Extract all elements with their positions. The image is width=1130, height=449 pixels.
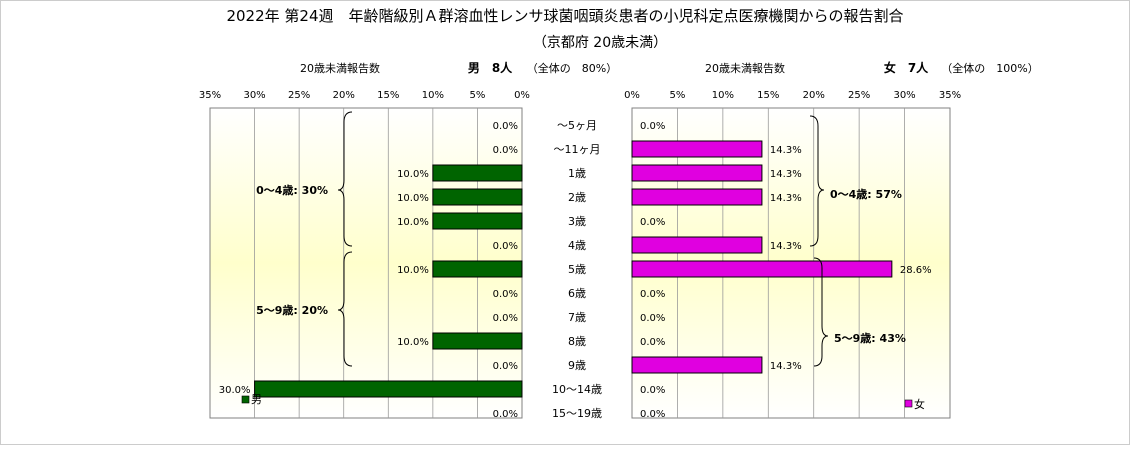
female-value-label: 14.3% — [770, 193, 802, 204]
age-label: ～5ヶ月 — [557, 119, 597, 132]
male-value-label: 0.0% — [493, 121, 518, 132]
age-label: 2歳 — [568, 191, 586, 204]
female-value-label: 14.3% — [770, 145, 802, 156]
male-bar — [254, 380, 523, 398]
right-tick-label: 25% — [848, 90, 870, 101]
chart-title: 2022年 第24週 年齢階級別Ａ群溶血性レンサ球菌咽頭炎患者の小児科定点医療機… — [226, 7, 903, 25]
female-value-label: 0.0% — [640, 217, 665, 228]
right-bars — [631, 140, 893, 374]
male-bar — [432, 332, 523, 350]
male-bar — [432, 260, 523, 278]
right-header-note: （全体の 100%） — [941, 61, 1038, 75]
left-tick-label: 25% — [288, 90, 310, 101]
male-value-label: 0.0% — [493, 145, 518, 156]
chart-subtitle: （京都府 20歳未満） — [533, 35, 667, 51]
female-bar — [631, 188, 763, 206]
female-value-label: 28.6% — [900, 265, 932, 276]
male-value-label: 30.0% — [219, 385, 251, 396]
male-value-label: 10.0% — [397, 217, 429, 228]
left-brace-5-9 — [337, 251, 353, 367]
age-label: 8歳 — [568, 335, 586, 348]
age-label: 6歳 — [568, 287, 586, 300]
left-tick-label: 0% — [514, 90, 530, 101]
female-bar — [631, 356, 763, 374]
left-group-label-5-9: 5～9歳: 20% — [256, 303, 328, 317]
left-legend-swatch — [241, 395, 250, 404]
left-bars — [254, 164, 523, 398]
male-value-label: 0.0% — [493, 361, 518, 372]
age-label: 9歳 — [568, 359, 586, 372]
left-tick-label: 20% — [333, 90, 355, 101]
male-value-label: 0.0% — [493, 409, 518, 420]
left-tick-label: 35% — [199, 90, 221, 101]
age-label: 15～19歳 — [552, 407, 602, 420]
left-tick-label: 10% — [422, 90, 444, 101]
age-category-labels: ～5ヶ月 ～11ヶ月 1歳 2歳 3歳 4歳 5歳 6歳 7歳 8歳 9歳 10～14歳 15～19歳 — [552, 119, 602, 420]
age-label: 1歳 — [568, 167, 586, 180]
left-brace-0-4 — [337, 111, 353, 247]
male-value-label: 10.0% — [397, 265, 429, 276]
female-bar — [631, 236, 763, 254]
age-label: ～11ヶ月 — [554, 143, 601, 156]
age-label: 10～14歳 — [552, 383, 602, 396]
female-value-label: 0.0% — [640, 409, 665, 420]
right-tick-labels: 0% 5% 10% 15% 20% 25% 30% 35% — [624, 90, 961, 101]
right-tick-label: 0% — [624, 90, 640, 101]
female-value-label: 0.0% — [640, 289, 665, 300]
right-tick-label: 5% — [669, 90, 685, 101]
age-label: 7歳 — [568, 311, 586, 324]
right-group-label-0-4: 0～4歳: 57% — [830, 187, 902, 201]
right-value-labels: 0.0% 14.3% 14.3% 14.3% 0.0% 14.3% 28.6% 0.0% 0.0… — [640, 121, 932, 420]
male-bar — [432, 164, 523, 182]
female-value-label: 0.0% — [640, 121, 665, 132]
right-header-label: 20歳未満報告数 — [705, 62, 785, 75]
female-value-label: 14.3% — [770, 361, 802, 372]
age-label: 4歳 — [568, 239, 586, 252]
right-tick-label: 10% — [712, 90, 734, 101]
right-tick-label: 20% — [803, 90, 825, 101]
right-brace-0-4 — [809, 115, 825, 247]
right-brace-5-9 — [813, 257, 829, 367]
right-tick-label: 35% — [939, 90, 961, 101]
male-value-label: 10.0% — [397, 337, 429, 348]
right-tick-label: 15% — [757, 90, 779, 101]
right-legend-swatch — [904, 399, 913, 408]
female-value-label: 0.0% — [640, 385, 665, 396]
left-header-summary: 男 8人 — [468, 60, 513, 75]
age-label: 5歳 — [568, 263, 586, 276]
left-tick-label: 15% — [377, 90, 399, 101]
female-value-label: 14.3% — [770, 241, 802, 252]
female-value-label: 0.0% — [640, 313, 665, 324]
left-legend-label: 男 — [251, 393, 262, 406]
female-bar — [631, 140, 763, 158]
left-tick-labels: 0% 5% 10% 15% 20% 25% 30% 35% — [199, 90, 530, 101]
male-value-label: 0.0% — [493, 313, 518, 324]
male-bar — [432, 212, 523, 230]
male-value-label: 10.0% — [397, 193, 429, 204]
right-header-summary: 女 7人 — [884, 60, 929, 75]
left-value-labels: 0.0% 0.0% 10.0% 10.0% 10.0% 0.0% 10.0% 0.0% 0.0%… — [219, 121, 518, 420]
female-value-label: 0.0% — [640, 337, 665, 348]
left-tick-label: 30% — [243, 90, 265, 101]
female-value-label: 14.3% — [770, 169, 802, 180]
male-value-label: 0.0% — [493, 241, 518, 252]
male-value-label: 0.0% — [493, 289, 518, 300]
left-header-label: 20歳未満報告数 — [300, 62, 380, 75]
female-bar — [631, 164, 763, 182]
right-tick-label: 30% — [893, 90, 915, 101]
female-bar — [631, 260, 893, 278]
right-legend-label: 女 — [914, 397, 925, 411]
male-bar — [432, 188, 523, 206]
right-group-label-5-9: 5～9歳: 43% — [834, 331, 906, 345]
male-value-label: 10.0% — [397, 169, 429, 180]
left-tick-label: 5% — [469, 90, 485, 101]
left-header-note: （全体の 80%） — [527, 61, 617, 75]
age-label: 3歳 — [568, 215, 586, 228]
left-group-label-0-4: 0～4歳: 30% — [256, 183, 328, 197]
